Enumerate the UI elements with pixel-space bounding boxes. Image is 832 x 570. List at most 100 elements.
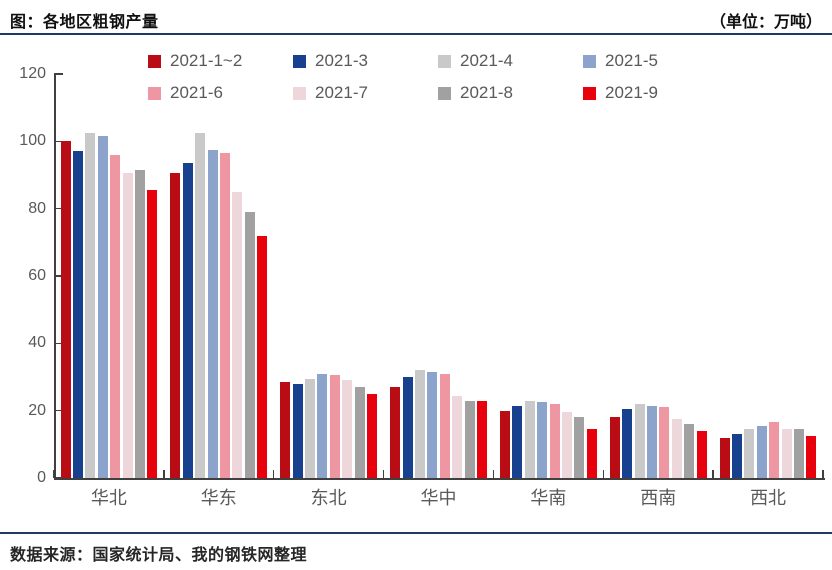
bar [499,410,510,478]
bar [464,400,475,478]
category-label: 华东 [200,488,237,508]
bar [182,163,193,478]
y-tick [54,73,63,75]
bar [147,190,158,478]
unit-label: （单位：万吨） [709,14,822,31]
bar [524,400,535,478]
legend-row: 2021-1~2 2021-3 2021-4 2021-5 [148,50,728,72]
bar [549,403,560,478]
legend-item: 2021-5 [583,50,728,72]
legend-label: 2021-5 [605,51,658,70]
legend-item: 2021-7 [293,82,438,104]
bar [476,400,487,478]
bar [60,141,71,478]
category-label: 华中 [420,488,457,508]
legend-swatch [583,54,596,68]
bar [292,383,303,478]
bar [806,435,817,478]
bar [97,136,108,478]
bar [195,132,206,478]
bar [696,430,707,478]
bar [85,132,96,478]
bar [134,169,145,478]
bar [659,407,670,478]
category-label: 华北 [90,488,127,508]
x-boundary-tick [53,470,55,478]
bar [207,149,218,478]
x-boundary-tick [163,470,165,478]
y-tick-label: 80 [28,199,46,217]
header-rule [0,33,832,35]
bar [744,429,755,478]
y-tick [54,409,63,412]
category-label: 华南 [530,488,567,508]
bar [317,373,328,478]
bar [72,151,83,478]
bar [305,378,316,478]
x-boundary-tick [492,470,495,478]
x-boundary-tick [822,470,824,478]
legend-row: 2021-6 2021-7 2021-8 2021-9 [148,82,728,104]
bar [414,370,425,478]
legend-swatch [438,54,451,68]
legend-swatch [438,86,451,100]
y-tick-label: 0 [37,469,46,486]
bar [671,419,682,478]
bar [452,395,463,478]
legend-label: 2021-6 [170,83,223,102]
y-tick-label: 100 [19,132,46,150]
bar [609,417,620,478]
legend-label: 2021-1~2 [170,51,243,70]
bar [122,173,133,478]
category-label: 东北 [310,488,347,508]
chart-title: 图：各地区粗钢产量 [10,14,159,31]
legend-item: 2021-3 [293,50,438,72]
bar [574,417,585,478]
legend-swatch [293,54,306,68]
bar [367,393,378,478]
bar [170,173,181,478]
legend-label: 2021-7 [315,83,368,102]
y-tick-label: 20 [28,401,46,419]
y-tick [54,275,63,277]
legend-swatch [293,86,306,100]
bar [537,402,548,478]
legend-item: 2021-6 [148,82,293,104]
source-note: 数据来源：国家统计局、我的钢铁网整理 [10,547,308,564]
x-boundary-tick [602,470,605,478]
bar [794,429,805,478]
legend-item: 2021-4 [438,50,583,72]
bar [232,191,243,478]
y-tick-label: 60 [28,267,46,284]
bar [439,373,450,478]
bar [561,412,572,478]
footer-rule [0,532,832,534]
bar [354,387,365,478]
bar [769,422,780,478]
bar [647,405,657,478]
y-tick [54,140,63,143]
legend-label: 2021-9 [605,83,658,102]
bar [719,437,730,478]
category-label: 西南 [640,488,677,508]
bar [586,429,597,478]
y-tick-label: 120 [19,65,46,82]
bar [390,387,401,478]
legend-label: 2021-8 [460,83,513,102]
legend-label: 2021-4 [460,51,513,70]
y-tick-label: 40 [28,334,46,352]
legend-swatch [583,86,596,100]
legend-swatch [148,86,161,100]
legend-item: 2021-8 [438,82,583,104]
bar [781,429,792,478]
legend-item: 2021-9 [583,82,728,104]
legend-swatch [148,54,161,68]
y-axis-line [54,74,56,478]
bar [732,434,743,478]
bar [756,425,767,478]
bar [622,408,633,478]
y-tick [54,207,63,210]
y-tick [54,342,63,345]
bar [257,235,268,478]
bar [244,212,255,478]
